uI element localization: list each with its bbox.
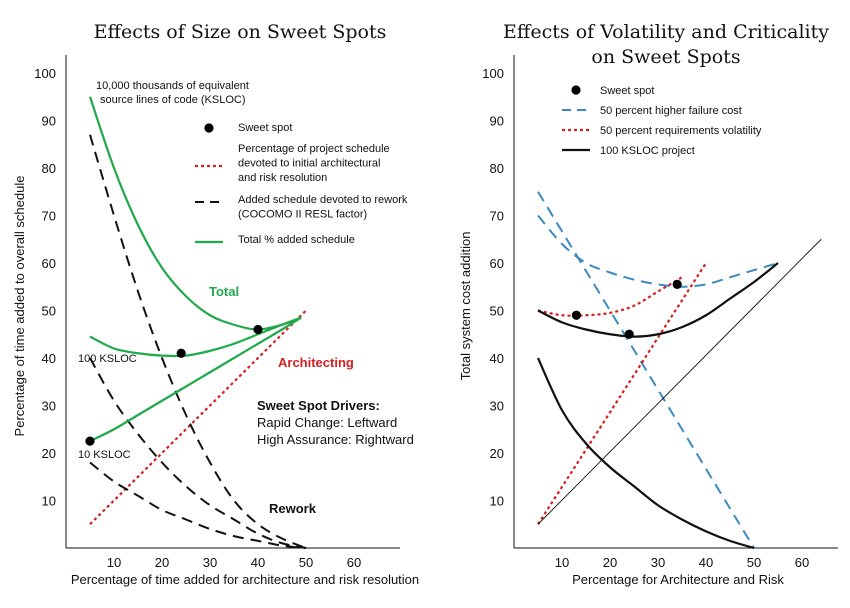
total-curve-label: Total bbox=[209, 284, 239, 299]
right-y-tick-label: 10 bbox=[490, 494, 504, 509]
size-note-line-1: 10,000 thousands of equivalent bbox=[96, 80, 249, 92]
series-line-green-solid-100-ksloc bbox=[89, 316, 302, 358]
right-y-tick-label: 30 bbox=[490, 399, 504, 414]
left-y-tick-label: 30 bbox=[42, 399, 56, 414]
sweet-spot-marker bbox=[85, 436, 95, 446]
right-y-tick-label: 20 bbox=[490, 446, 504, 461]
left-legend-label: Total % added schedule bbox=[238, 234, 355, 246]
right-y-tick-label: 70 bbox=[490, 209, 504, 224]
right-x-axis-label: Percentage for Architecture and Risk bbox=[572, 572, 784, 587]
left-x-tick-label: 30 bbox=[203, 555, 217, 570]
left-x-tick-label: 60 bbox=[347, 555, 361, 570]
sweet-spot-marker bbox=[624, 329, 634, 339]
right-y-tick-label: 40 bbox=[490, 351, 504, 366]
right-legend-label: Sweet spot bbox=[600, 85, 654, 97]
right-y-tick-label: 100 bbox=[482, 66, 504, 81]
left-x-tick-label: 10 bbox=[107, 555, 121, 570]
right-legend-label: 50 percent requirements volatility bbox=[600, 125, 762, 137]
sweet-spot-marker bbox=[253, 324, 263, 335]
left-y-tick-label: 90 bbox=[42, 114, 56, 129]
drivers-title: Sweet Spot Drivers: bbox=[257, 398, 380, 413]
sweet-spot-marker bbox=[672, 279, 682, 289]
left-x-tick-label: 40 bbox=[251, 555, 265, 570]
right-x-tick-label: 20 bbox=[603, 555, 617, 570]
left-x-tick-label: 50 bbox=[299, 555, 313, 570]
series-line-green-solid-10-ksloc bbox=[89, 316, 302, 443]
architecting-curve-label: Architecting bbox=[278, 355, 354, 370]
sweet-spot-marker bbox=[176, 348, 186, 358]
series-line-black-dashed-10-000-ksloc bbox=[89, 134, 307, 549]
left-legend-label: Added schedule devoted to rework bbox=[238, 194, 408, 206]
right-y-tick-label: 50 bbox=[490, 304, 504, 319]
label-10-ksloc: 10 KSLOC bbox=[78, 449, 131, 461]
series-line-green-solid-10-000-ksloc bbox=[88, 96, 302, 331]
left-y-tick-label: 60 bbox=[42, 256, 56, 271]
series-line-red-dotted-architecting bbox=[537, 262, 707, 525]
right-y-tick-label: 80 bbox=[490, 161, 504, 176]
left-y-tick-label: 40 bbox=[42, 351, 56, 366]
left-y-tick-label: 50 bbox=[42, 304, 56, 319]
left-y-tick-label: 100 bbox=[34, 66, 56, 81]
series-line-black-dashed-10-ksloc bbox=[89, 461, 307, 549]
right-x-tick-label: 30 bbox=[651, 555, 665, 570]
left-y-axis-label: Percentage of time added to overall sche… bbox=[12, 176, 27, 437]
left-legend-label: (COCOMO II RESL factor) bbox=[238, 209, 367, 221]
series-line-black-solid-rework bbox=[537, 357, 755, 550]
series-line-blue-dashed-rework-up bbox=[537, 191, 755, 549]
right-chart-subtitle: on Sweet Spots bbox=[591, 46, 740, 68]
left-chart-title: Effects of Size on Sweet Spots bbox=[94, 21, 387, 43]
drivers-line-1: Rapid Change: Leftward bbox=[257, 415, 397, 430]
sweet-spot-marker bbox=[571, 310, 582, 320]
left-x-axis-label: Percentage of time added for architectur… bbox=[71, 572, 419, 587]
size-note-line-2: source lines of code (KSLOC) bbox=[100, 94, 246, 106]
left-legend-label: and risk resolution bbox=[238, 172, 327, 184]
right-legend-dot-swatch bbox=[571, 85, 581, 95]
left-y-tick-label: 80 bbox=[42, 161, 56, 176]
left-legend-label: Percentage of project schedule bbox=[238, 143, 390, 155]
left-y-tick-label: 70 bbox=[42, 209, 56, 224]
left-legend-label: Sweet spot bbox=[238, 122, 292, 134]
size-effects-chart: Effects of Size on Sweet Spots 10 20 30 40 5… bbox=[12, 21, 419, 587]
right-x-tick-label: 10 bbox=[555, 555, 569, 570]
left-legend-label: devoted to initial architectural bbox=[238, 158, 380, 170]
right-chart-title: Effects of Volatility and Criticality bbox=[503, 21, 829, 43]
right-x-tick-label: 50 bbox=[747, 555, 761, 570]
right-x-tick-label: 60 bbox=[795, 555, 809, 570]
label-100-ksloc: 100 KSLOC bbox=[78, 353, 137, 365]
rework-curve-label: Rework bbox=[269, 501, 317, 516]
right-x-tick-label: 40 bbox=[699, 555, 713, 570]
series-line-black-thin-architecting bbox=[537, 238, 822, 525]
right-legend-label: 100 KSLOC project bbox=[600, 145, 695, 157]
series-line-black-dashed-100-ksloc bbox=[89, 357, 307, 549]
series-line-blue-dashed-total bbox=[537, 214, 779, 288]
left-y-tick-label: 10 bbox=[42, 494, 56, 509]
right-legend-label: 50 percent higher failure cost bbox=[600, 105, 742, 117]
left-legend-dot-swatch bbox=[204, 123, 214, 133]
right-y-tick-label: 60 bbox=[490, 256, 504, 271]
series-line-red-dotted-total bbox=[537, 276, 683, 317]
right-y-tick-label: 90 bbox=[490, 114, 504, 129]
left-y-tick-label: 20 bbox=[42, 446, 56, 461]
right-y-axis-label: Total system cost addition bbox=[458, 232, 473, 381]
volatility-criticality-chart: Effects of Volatility and Criticality on… bbox=[458, 21, 838, 587]
drivers-line-2: High Assurance: Rightward bbox=[257, 432, 414, 447]
left-x-tick-label: 20 bbox=[155, 555, 169, 570]
series-line-black-solid-total bbox=[537, 262, 779, 338]
